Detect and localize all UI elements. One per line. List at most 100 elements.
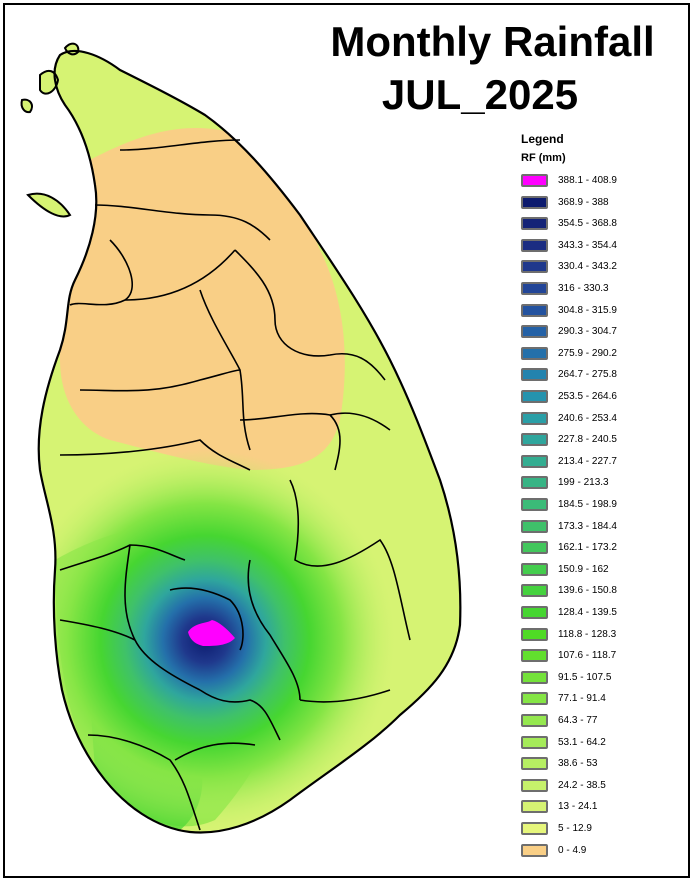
legend-label: 5 - 12.9: [558, 823, 592, 834]
legend-swatch: [521, 735, 548, 749]
legend-item: 330.4 - 343.2: [521, 260, 681, 276]
legend-swatch: [521, 606, 548, 619]
legend-label: 330.4 - 343.2: [558, 261, 617, 273]
legend-subtitle: RF (mm): [521, 152, 566, 164]
legend-label: 24.2 - 38.5: [558, 779, 606, 791]
legend-item: 264.7 - 275.8: [521, 368, 681, 384]
legend-item: 0 - 4.9: [521, 843, 681, 860]
legend-swatch: [521, 584, 548, 598]
legend-swatch: [521, 217, 548, 231]
legend-item: 118.8 - 128.3: [521, 627, 681, 644]
legend-swatch: [521, 843, 548, 857]
legend-item: 139.6 - 150.8: [521, 584, 681, 600]
legend-swatch: [521, 670, 548, 684]
legend-swatch: [521, 346, 548, 360]
legend-item: 253.5 - 264.6: [521, 390, 681, 406]
legend-item: 173.3 - 184.4: [521, 519, 681, 536]
legend-swatch: [521, 692, 548, 706]
legend-swatch: [521, 433, 548, 447]
legend-label: 128.4 - 139.5: [558, 607, 617, 618]
legend-item: 316 - 330.3: [521, 282, 681, 298]
legend-swatch: [521, 541, 548, 555]
legend-label: 13 - 24.1: [558, 801, 598, 813]
legend-swatch: [521, 714, 548, 727]
legend-label: 184.5 - 198.9: [558, 499, 617, 510]
legend-swatch: [521, 454, 548, 468]
legend-item: 275.9 - 290.2: [521, 346, 681, 363]
legend-item: 38.6 - 53: [521, 757, 681, 773]
legend-label: 150.9 - 162: [558, 563, 609, 575]
legend-item: 162.1 - 173.2: [521, 541, 681, 557]
legend-swatch: [521, 282, 548, 295]
legend-label: 213.4 - 227.7: [558, 455, 617, 467]
legend-label: 316 - 330.3: [558, 283, 609, 294]
legend-label: 107.6 - 118.7: [558, 650, 617, 662]
legend-label: 368.9 - 388: [558, 196, 609, 208]
legend-item: 13 - 24.1: [521, 800, 681, 816]
legend-item: 213.4 - 227.7: [521, 454, 681, 471]
legend-label: 162.1 - 173.2: [558, 542, 617, 554]
legend-swatch: [521, 627, 548, 641]
legend-label: 53.1 - 64.2: [558, 736, 606, 748]
legend-label: 64.3 - 77: [558, 715, 598, 726]
legend-swatch: [521, 390, 548, 403]
legend-label: 354.5 - 368.8: [558, 218, 617, 230]
legend-label: 388.1 - 408.9: [558, 175, 617, 186]
legend-swatch: [521, 174, 548, 187]
legend-swatch: [521, 368, 548, 382]
legend-swatch: [521, 476, 548, 490]
legend-label: 139.6 - 150.8: [558, 585, 617, 597]
legend-item: 64.3 - 77: [521, 714, 681, 730]
legend-item: 91.5 - 107.5: [521, 670, 681, 687]
legend-swatch: [521, 238, 548, 252]
legend-swatch: [521, 195, 548, 209]
legend-swatch: [521, 822, 548, 835]
legend-item: 184.5 - 198.9: [521, 498, 681, 514]
legend-label: 253.5 - 264.6: [558, 391, 617, 402]
legend-item: 24.2 - 38.5: [521, 778, 681, 795]
legend-label: 264.7 - 275.8: [558, 369, 617, 381]
legend-swatch: [521, 800, 548, 814]
legend-label: 240.6 - 253.4: [558, 412, 617, 424]
legend-item: 128.4 - 139.5: [521, 606, 681, 622]
legend-item: 290.3 - 304.7: [521, 325, 681, 341]
legend-item: 150.9 - 162: [521, 562, 681, 579]
legend-label: 77.1 - 91.4: [558, 693, 606, 705]
legend-item: 5 - 12.9: [521, 822, 681, 838]
legend-label: 343.3 - 354.4: [558, 239, 617, 251]
legend-item: 388.1 - 408.9: [521, 174, 681, 190]
legend-label: 38.6 - 53: [558, 758, 598, 770]
legend-title: Legend: [521, 132, 564, 146]
legend-label: 290.3 - 304.7: [558, 326, 617, 338]
legend-label: 227.8 - 240.5: [558, 434, 617, 446]
legend-swatch: [521, 757, 548, 771]
legend-swatch: [521, 325, 548, 339]
district-boundaries: [59, 139, 411, 831]
legend-label: 173.3 - 184.4: [558, 520, 617, 532]
legend-swatch: [521, 498, 548, 511]
legend-label: 199 - 213.3: [558, 477, 609, 489]
legend-label: 0 - 4.9: [558, 844, 587, 856]
legend-item: 199 - 213.3: [521, 476, 681, 492]
legend-item: 304.8 - 315.9: [521, 303, 681, 320]
legend-item: 354.5 - 368.8: [521, 217, 681, 233]
legend-swatch: [521, 778, 548, 792]
legend-swatch: [521, 411, 548, 425]
legend-item: 368.9 - 388: [521, 195, 681, 212]
legend-swatch: [521, 649, 548, 663]
legend: Legend RF (mm) 388.1 - 408.9 368.9 - 388 3…: [521, 132, 686, 857]
map-period: JUL_2025: [381, 71, 579, 118]
legend-label: 91.5 - 107.5: [558, 671, 612, 683]
legend-swatch: [521, 260, 548, 274]
legend-label: 275.9 - 290.2: [558, 347, 617, 359]
legend-item: 227.8 - 240.5: [521, 433, 681, 449]
legend-label: 118.8 - 128.3: [558, 628, 617, 640]
legend-item: 77.1 - 91.4: [521, 692, 681, 708]
legend-item: 240.6 - 253.4: [521, 411, 681, 428]
legend-item: 53.1 - 64.2: [521, 735, 681, 752]
legend-swatch: [521, 562, 548, 576]
legend-label: 304.8 - 315.9: [558, 304, 617, 316]
legend-swatch: [521, 303, 548, 317]
legend-item: 343.3 - 354.4: [521, 238, 681, 255]
